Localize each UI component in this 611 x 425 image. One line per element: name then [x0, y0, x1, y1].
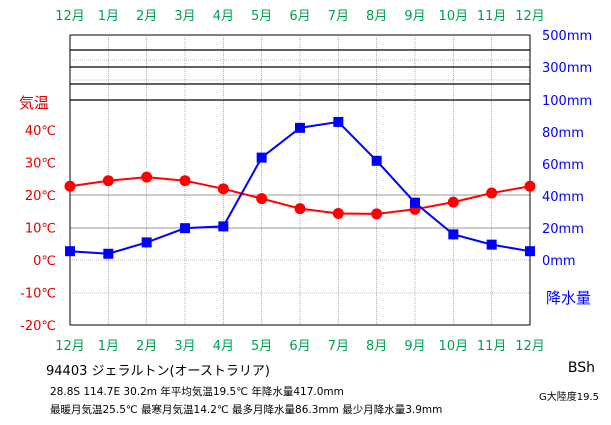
temperature-tick-label: -10℃ — [20, 287, 56, 302]
month-label-bottom: 9月 — [404, 339, 425, 354]
temperature-tick-label: 20℃ — [25, 189, 56, 204]
temperature-tick-label: 40℃ — [25, 124, 56, 139]
precipitation-point — [218, 221, 229, 232]
month-label-bottom: 11月 — [477, 339, 507, 354]
precipitation-tick-label: 80mm — [542, 126, 584, 141]
month-label-bottom: 1月 — [98, 339, 119, 354]
climate-classification: BSh — [567, 360, 595, 376]
month-label-bottom: 5月 — [251, 339, 272, 354]
temperature-point — [524, 180, 536, 192]
month-label-top: 1月 — [98, 9, 119, 24]
precipitation-tick-label: 100mm — [542, 94, 592, 109]
month-label-top: 4月 — [213, 9, 234, 24]
month-label-top: 7月 — [328, 9, 349, 24]
precipitation-tick-label: 60mm — [542, 158, 584, 173]
temperature-point — [102, 175, 114, 187]
station-detail-line-1: 28.8S 114.7E 30.2m 年平均気温19.5℃ 年降水量417.0m… — [50, 386, 344, 398]
temperature-point — [294, 203, 306, 215]
temperature-point — [141, 171, 153, 183]
month-label-top: 5月 — [251, 9, 272, 24]
month-label-bottom: 2月 — [136, 339, 157, 354]
precipitation-point — [410, 197, 420, 208]
month-label-bottom: 3月 — [174, 339, 195, 354]
station-detail-line-2: 最暖月気温25.5℃ 最寒月気温14.2℃ 最多月降水量86.3mm 最少月降水… — [50, 404, 443, 416]
precipitation-axis: 500mm 300mm 100mm 80mm 60mm 40mm 20mm 0mm 降水量 — [542, 29, 592, 307]
temperature-point — [217, 183, 229, 195]
precipitation-tick-label: 0mm — [542, 254, 576, 269]
precipitation-point — [103, 248, 114, 259]
temperature-point — [179, 175, 191, 187]
temperature-point — [486, 187, 498, 199]
temperature-point — [256, 193, 268, 205]
precipitation-tick-label: 40mm — [542, 190, 584, 205]
precipitation-point — [256, 152, 267, 163]
temperature-series — [64, 171, 536, 220]
grid-lines — [69, 34, 531, 326]
month-label-top: 8月 — [366, 9, 387, 24]
month-label-bottom: 12月 — [55, 339, 85, 354]
temperature-point — [332, 208, 344, 220]
month-label-top: 3月 — [174, 9, 195, 24]
precipitation-point — [333, 116, 344, 127]
temperature-axis-title: 気温 — [19, 94, 49, 112]
month-label-bottom: 4月 — [213, 339, 234, 354]
precipitation-point — [65, 246, 75, 257]
month-label-top: 9月 — [404, 9, 425, 24]
month-label-top: 12月 — [515, 9, 545, 24]
temperature-point — [371, 208, 383, 220]
temperature-point — [64, 180, 76, 192]
temperature-point — [447, 196, 459, 208]
precipitation-tick-label: 20mm — [542, 222, 584, 237]
month-label-bottom: 12月 — [515, 339, 545, 354]
precipitation-point — [295, 122, 305, 133]
precipitation-point — [525, 246, 535, 257]
month-label-bottom: 6月 — [289, 339, 310, 354]
month-label-top: 11月 — [477, 9, 507, 24]
precipitation-point — [180, 223, 190, 234]
station-info: 94403 ジェラルトン(オーストラリア) — [46, 364, 270, 379]
precipitation-tick-label: 500mm — [542, 29, 592, 44]
temperature-tick-label: 30℃ — [25, 157, 56, 172]
precipitation-point — [371, 155, 382, 166]
month-label-top: 6月 — [289, 9, 310, 24]
month-label-bottom: 7月 — [328, 339, 349, 354]
bottom-month-labels: 12月 1月 2月 3月 4月 5月 6月 7月 8月 9月 10月 11月 12月 — [55, 339, 545, 354]
month-label-bottom: 8月 — [366, 339, 387, 354]
precipitation-point — [141, 237, 152, 248]
precipitation-axis-title: 降水量 — [546, 289, 591, 307]
temperature-tick-label: 10℃ — [25, 222, 56, 237]
temperature-tick-label: 0℃ — [33, 254, 56, 269]
precipitation-point — [448, 229, 459, 240]
top-month-labels: 12月 1月 2月 3月 4月 5月 6月 7月 8月 9月 10月 11月 12月 — [55, 9, 545, 24]
temperature-tick-label: -20℃ — [20, 319, 56, 334]
continentality-label: G大陸度19.5 — [538, 392, 599, 403]
month-label-top: 12月 — [55, 9, 85, 24]
precipitation-series — [65, 116, 535, 259]
month-label-top: 2月 — [136, 9, 157, 24]
month-label-top: 10月 — [439, 9, 469, 24]
precipitation-point — [486, 239, 497, 250]
temperature-axis: 気温 40℃ 30℃ 20℃ 10℃ 0℃ -10℃ -20℃ — [19, 94, 56, 334]
precipitation-tick-label: 300mm — [542, 61, 592, 76]
month-label-bottom: 10月 — [439, 339, 469, 354]
